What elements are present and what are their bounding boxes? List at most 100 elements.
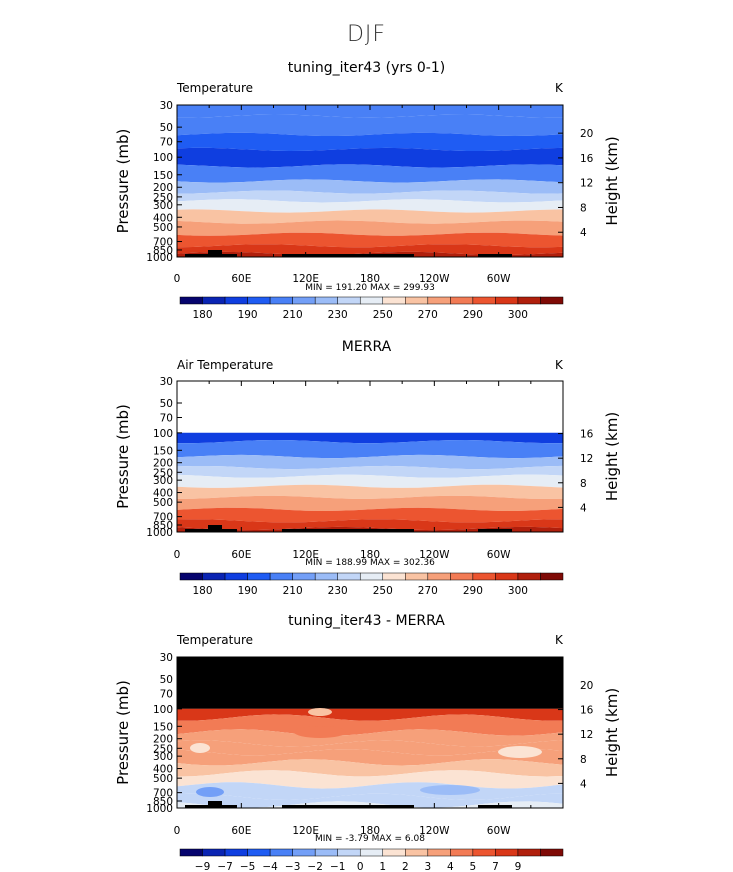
colorbar-swatch <box>495 848 519 857</box>
variable-label: Temperature <box>176 81 253 95</box>
colorbar-swatch <box>179 296 203 305</box>
y-tick-label: 50 <box>160 122 173 134</box>
colorbar-label: 5 <box>470 861 477 872</box>
panel-1: tuning_iter43 (yrs 0-1) Temperature K 30 50 7… <box>114 60 621 321</box>
colorbar-swatch <box>540 296 564 305</box>
colorbar-swatch <box>314 296 338 305</box>
colorbar-swatch <box>202 296 226 305</box>
colorbar-swatch <box>269 572 293 581</box>
y-tick-label: 200 <box>153 182 173 194</box>
season-title: DJF <box>346 22 387 47</box>
colorbar-label: 180 <box>193 309 213 321</box>
contour-band-150mb <box>177 440 563 459</box>
x-tick-label: 0 <box>174 549 181 561</box>
y-tick-label: 70 <box>160 137 173 149</box>
topography-mask <box>282 805 414 808</box>
variable-label: Temperature <box>176 633 253 647</box>
colorbar-swatch <box>269 848 293 857</box>
contour-band-100mb <box>177 147 563 168</box>
colorbar-label: 190 <box>238 309 258 321</box>
contour-band-200mb <box>177 454 563 470</box>
colorbar-swatch <box>292 572 316 581</box>
colorbar-swatch <box>292 296 316 305</box>
topography-mask <box>208 801 222 808</box>
colorbar-swatch <box>495 572 519 581</box>
y-tick-label: 150 <box>153 170 173 182</box>
y-tick-label: 70 <box>160 412 173 424</box>
contour-band-70mb <box>177 132 563 151</box>
x-tick-label: 180 <box>360 273 380 285</box>
min-max-label: MIN = 191.20 MAX = 299.93 <box>305 283 435 293</box>
y-tick-label: 300 <box>153 475 173 487</box>
y2-tick-label: 4 <box>580 227 587 239</box>
colorbar-swatch <box>202 572 226 581</box>
contour-band-500mb <box>177 770 563 789</box>
colorbar-swatch <box>247 296 271 305</box>
y2-tick-label: 8 <box>580 754 587 766</box>
contour-band-150mb <box>177 164 563 183</box>
x-tick-label: 60E <box>231 549 251 561</box>
y-tick-label: 30 <box>160 376 173 388</box>
y-tick-label: 850 <box>153 796 173 808</box>
y2-tick-label: 4 <box>580 778 587 790</box>
colorbar-swatch <box>517 572 541 581</box>
y-axis-title: Pressure (mb) <box>114 404 132 509</box>
contour-band-400mb <box>177 209 563 224</box>
colorbar-label: 1 <box>379 861 386 872</box>
colorbar-swatch <box>450 572 474 581</box>
contour-band-850mb <box>177 244 563 256</box>
y-tick-label: 700 <box>153 512 173 524</box>
colorbar-swatch <box>450 848 474 857</box>
colorbar-label: −2 <box>307 861 322 872</box>
y-tick-label: 50 <box>160 398 173 410</box>
y-tick-label: 30 <box>160 652 173 664</box>
min-max-label: MIN = -3.79 MAX = 6.08 <box>315 834 425 844</box>
y-tick-label: 250 <box>153 192 173 204</box>
contour-patch <box>196 787 224 797</box>
y-tick-label: 700 <box>153 788 173 800</box>
topography-mask <box>208 250 222 257</box>
y-tick-label: 150 <box>153 445 173 457</box>
contour-band-100mb <box>177 432 563 444</box>
colorbar-swatch <box>179 848 203 857</box>
y-tick-label: 250 <box>153 467 173 479</box>
colorbar-swatch <box>292 848 316 857</box>
x-tick-label: 0 <box>174 273 181 285</box>
contour-band-500mb <box>177 495 563 511</box>
y-tick-label: 1000 <box>146 252 173 264</box>
contour-band-50mb <box>177 114 563 136</box>
x-tick-label: 120W <box>419 825 450 837</box>
x-tick-label: 120E <box>292 273 319 285</box>
colorbar-label: 230 <box>328 309 348 321</box>
min-max-label: MIN = 188.99 MAX = 302.36 <box>305 558 435 568</box>
y-tick-label: 250 <box>153 743 173 755</box>
x-tick-label: 60E <box>231 825 251 837</box>
y2-tick-label: 12 <box>580 729 593 741</box>
contour-band-30mb <box>177 105 563 118</box>
y-tick-label: 300 <box>153 751 173 763</box>
contour-band-700mb <box>177 507 563 523</box>
colorbar-label: 7 <box>492 861 499 872</box>
contour-patch <box>308 708 332 716</box>
y-tick-label: 500 <box>153 222 173 234</box>
colorbar-swatch <box>337 296 361 305</box>
contour-band-300mb <box>177 474 563 488</box>
colorbar-swatch <box>540 572 564 581</box>
topography-mask <box>478 805 512 808</box>
units-label: K <box>555 81 564 95</box>
colorbar-label: 0 <box>357 861 364 872</box>
contour-patch <box>190 743 210 753</box>
y2-tick-label: 8 <box>580 478 587 490</box>
colorbar-swatch <box>427 572 451 581</box>
contour-band-200mb <box>177 179 563 194</box>
contour-patch <box>294 726 346 738</box>
y-tick-label: 150 <box>153 721 173 733</box>
missing-data-region <box>177 657 563 709</box>
panel-title: MERRA <box>342 339 392 355</box>
colorbar-label: 290 <box>463 309 483 321</box>
x-tick-label: 60W <box>487 825 511 837</box>
colorbar-swatch <box>337 572 361 581</box>
colorbar-label: 4 <box>447 861 454 872</box>
colorbar-label: 270 <box>418 309 438 321</box>
colorbar-label: −5 <box>240 861 255 872</box>
